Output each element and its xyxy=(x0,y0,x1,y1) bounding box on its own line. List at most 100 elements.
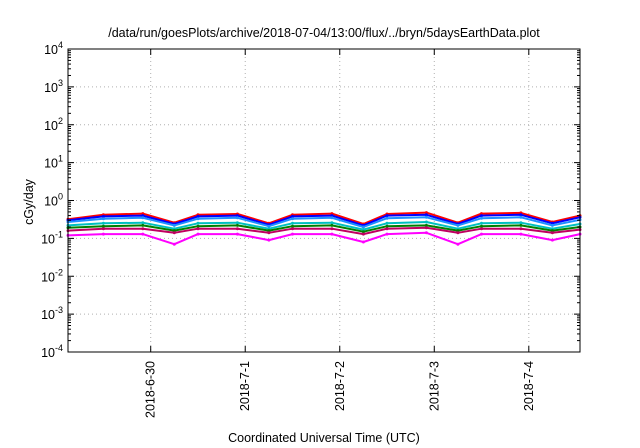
series-point xyxy=(291,217,294,221)
series-point xyxy=(550,221,554,225)
series-point xyxy=(550,231,554,235)
series-point xyxy=(330,216,334,220)
data-series xyxy=(66,211,582,246)
series-point xyxy=(101,227,105,231)
series-point xyxy=(172,229,176,233)
series-point xyxy=(291,227,294,231)
y-tick-label: 10-4 xyxy=(41,343,63,360)
series-point xyxy=(196,217,200,221)
series-point xyxy=(235,223,239,227)
series-point xyxy=(267,231,271,235)
series-point xyxy=(424,226,428,230)
series-point xyxy=(196,221,200,225)
series-point xyxy=(267,238,271,242)
series-point xyxy=(235,227,239,231)
series-point xyxy=(101,217,105,221)
chart-title: /data/run/goesPlots/archive/2018-07-04/1… xyxy=(108,26,540,40)
series-point xyxy=(424,213,428,217)
series-point xyxy=(550,229,554,233)
series-point xyxy=(424,211,428,215)
x-axis-label: Coordinated Universal Time (UTC) xyxy=(228,431,420,445)
series-point xyxy=(196,227,200,231)
series-point xyxy=(291,221,294,225)
series-point xyxy=(519,213,523,217)
series-point xyxy=(480,227,483,231)
y-axis-label: cGy/day xyxy=(22,178,36,225)
series-point xyxy=(101,214,105,218)
series-point xyxy=(519,223,523,227)
series-point xyxy=(172,223,176,227)
series-point xyxy=(101,232,105,236)
y-tick-label: 10-3 xyxy=(41,305,63,322)
series-point xyxy=(385,214,389,218)
series-point xyxy=(330,227,334,231)
series-point xyxy=(172,231,176,235)
series-point xyxy=(361,232,365,236)
series-point xyxy=(385,216,389,220)
series-point xyxy=(291,224,294,228)
series-point xyxy=(361,230,365,234)
grid-lines xyxy=(68,49,580,352)
series-point xyxy=(480,232,483,236)
series-point xyxy=(235,216,239,220)
y-tick-label: 10-2 xyxy=(41,267,63,284)
series-point xyxy=(424,215,428,219)
series-point xyxy=(519,227,523,231)
series-point xyxy=(141,221,145,225)
series-point xyxy=(480,214,483,218)
series-point xyxy=(141,227,145,231)
series-point xyxy=(141,223,145,227)
series-point xyxy=(361,225,365,229)
y-tick-label: 104 xyxy=(44,40,63,57)
series-point xyxy=(101,224,105,228)
series-point xyxy=(330,223,334,227)
series-point xyxy=(385,221,389,225)
series-point xyxy=(235,232,239,236)
series-point xyxy=(456,223,460,227)
series-point xyxy=(291,232,294,236)
series-point xyxy=(456,229,460,233)
series-point xyxy=(480,221,483,225)
series-point xyxy=(480,224,483,228)
series-point xyxy=(101,221,105,225)
y-tick-label: 10-1 xyxy=(41,229,63,246)
series-point xyxy=(456,231,460,235)
series-point xyxy=(361,240,365,244)
series-point xyxy=(519,215,523,219)
x-tick-label: 2018-7-4 xyxy=(522,361,536,411)
series-point xyxy=(424,231,428,235)
y-tick-label: 101 xyxy=(44,154,63,171)
series-point xyxy=(196,232,200,236)
x-tick-label: 2018-7-2 xyxy=(333,361,347,411)
series-point xyxy=(291,214,294,218)
series-point xyxy=(519,221,523,225)
series-point xyxy=(550,223,554,227)
series-point xyxy=(456,242,460,246)
series-point xyxy=(141,216,145,220)
series-point xyxy=(141,214,145,218)
series-point xyxy=(267,229,271,233)
series-point xyxy=(385,227,389,231)
series-point xyxy=(196,214,200,218)
series-point xyxy=(424,223,428,227)
x-tick-label: 2018-6-30 xyxy=(144,361,158,418)
y-tick-label: 103 xyxy=(44,78,63,95)
series-point xyxy=(330,221,334,225)
series-point xyxy=(330,214,334,218)
y-tick-label: 102 xyxy=(44,116,63,133)
x-tick-label: 2018-7-1 xyxy=(238,361,252,411)
axis-ticks: 10-4 10-3 10-2 10-1 100 101 102 103 104 2018-6-30… xyxy=(41,40,580,418)
series-point xyxy=(196,224,200,228)
series-point xyxy=(361,228,365,232)
series-point xyxy=(235,221,239,225)
series-point xyxy=(330,232,334,236)
plot-frame xyxy=(67,48,581,353)
series-point xyxy=(550,238,554,242)
series-point xyxy=(172,242,176,246)
series-point xyxy=(235,214,239,218)
series-point xyxy=(480,216,483,220)
series-point xyxy=(385,224,389,228)
series-point xyxy=(519,232,523,236)
series-point xyxy=(385,232,389,236)
